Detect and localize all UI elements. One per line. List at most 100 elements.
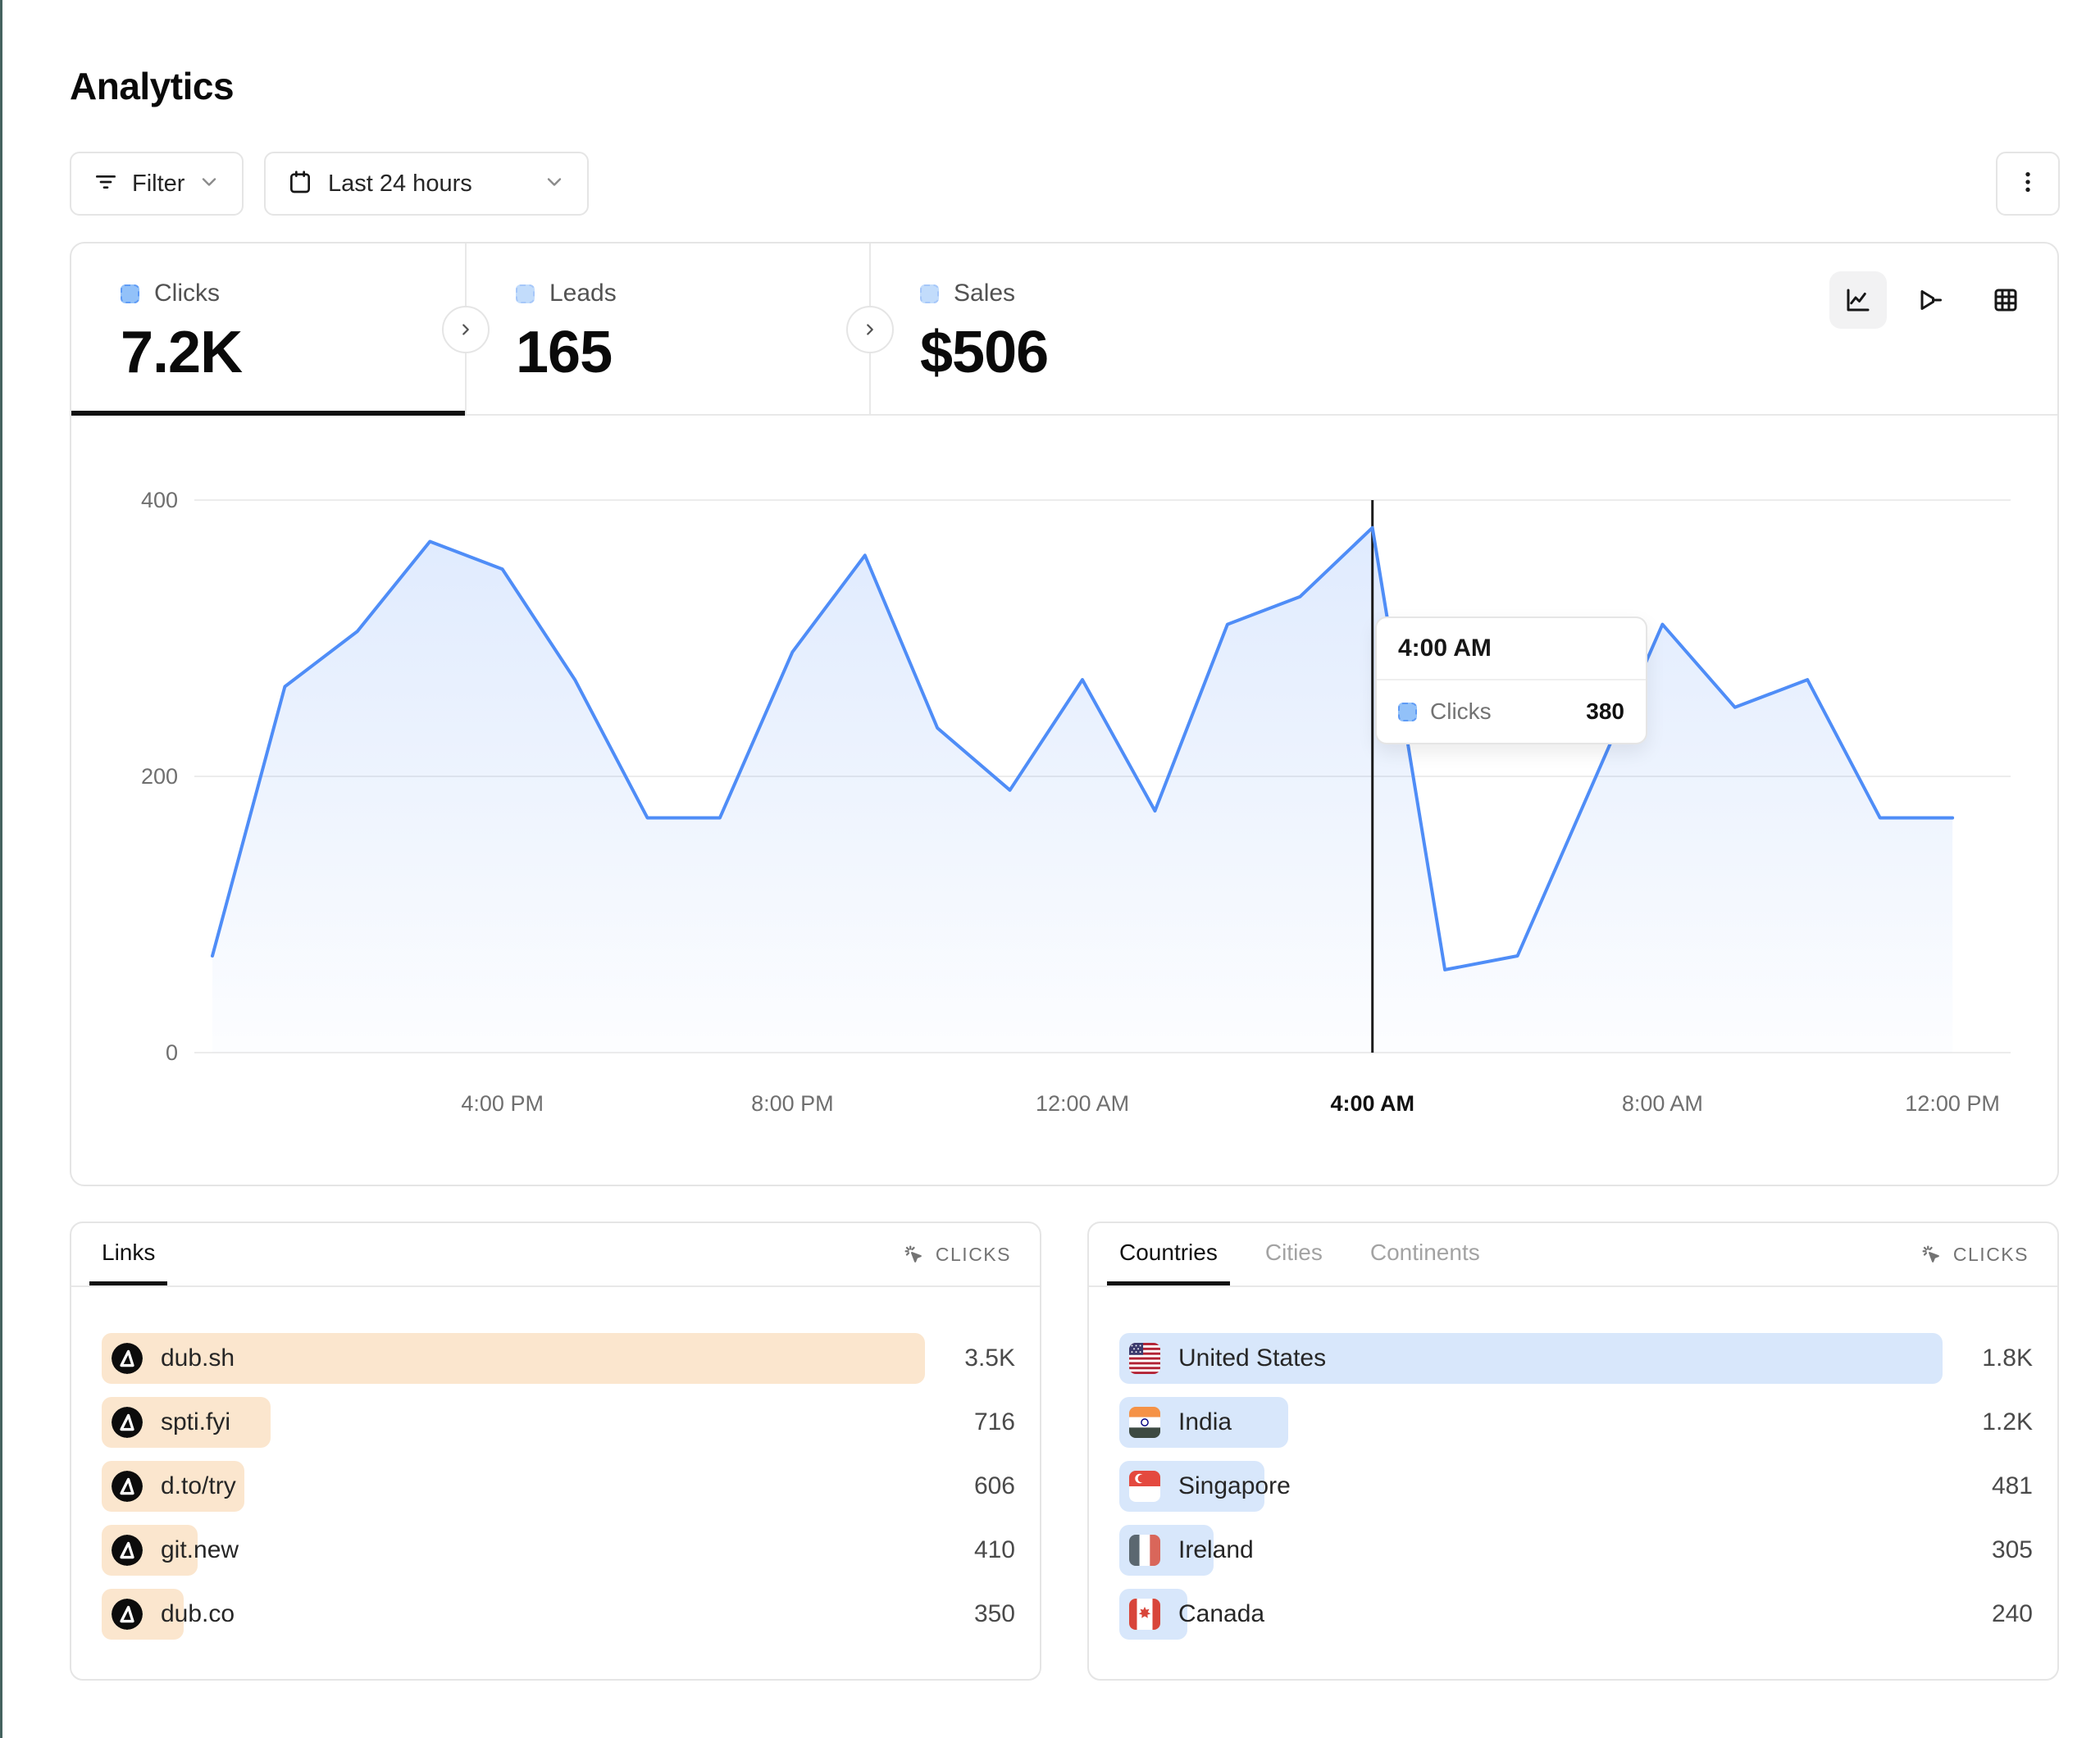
cursor-click-icon <box>1922 1245 1939 1263</box>
links-metric-selector[interactable]: CLICKS <box>901 1242 1011 1267</box>
chevron-right-icon <box>867 324 873 335</box>
countries-panel: Countries Cities Continents CLICKS Unite… <box>1087 1222 2059 1681</box>
x-axis-tick-label: 4:00 PM <box>461 1091 544 1116</box>
expand-sales-button[interactable] <box>846 306 894 353</box>
list-item[interactable]: United States 1.8K <box>1119 1333 2033 1384</box>
list-item-label: Ireland <box>1178 1536 1254 1563</box>
leads-legend-square-icon <box>516 284 535 303</box>
countries-list: United States 1.8K India 1.2K Singapore … <box>1089 1287 2057 1640</box>
list-item-label: dub.sh <box>161 1344 235 1372</box>
list-item-value: 240 <box>1991 1600 2033 1627</box>
x-axis-tick-label: 12:00 AM <box>1036 1091 1129 1116</box>
filter-button[interactable]: Filter <box>70 152 244 216</box>
x-axis-tick-label: 8:00 AM <box>1622 1091 1703 1116</box>
tab-continents[interactable]: Continents <box>1369 1239 1480 1265</box>
tooltip-time: 4:00 AM <box>1377 618 1646 680</box>
list-item[interactable]: dub.co 350 <box>102 1589 1015 1640</box>
stat-value: 165 <box>516 320 613 385</box>
cursor-click-icon <box>904 1245 922 1263</box>
dub-logo-icon <box>112 1407 143 1438</box>
list-item-label: spti.fyi <box>161 1408 231 1435</box>
list-item-value: 3.5K <box>964 1344 1015 1372</box>
ireland-flag-icon <box>1129 1535 1160 1566</box>
line-chart-view-button[interactable] <box>1829 271 1887 329</box>
expand-leads-button[interactable] <box>442 306 490 353</box>
canada-flag-icon <box>1129 1599 1160 1630</box>
chevron-right-icon <box>462 324 469 335</box>
value-bar <box>102 1333 925 1384</box>
tab-clicks[interactable]: Clicks 7.2K <box>71 243 465 416</box>
list-item-value: 481 <box>1991 1472 2033 1499</box>
stat-label: Leads <box>549 280 617 307</box>
active-tab-underline <box>71 411 465 416</box>
chevron-down-icon <box>198 171 221 198</box>
tab-cities[interactable]: Cities <box>1264 1239 1323 1265</box>
list-item[interactable]: d.to/try 606 <box>102 1461 1015 1512</box>
list-item[interactable]: India 1.2K <box>1119 1397 2033 1448</box>
dub-logo-icon <box>112 1535 143 1566</box>
y-axis-tick-label: 400 <box>141 488 178 512</box>
calendar-icon <box>287 169 313 199</box>
stats-tabs-row: Clicks 7.2K Leads 165 Sales $506 <box>71 243 2057 416</box>
list-item[interactable]: Canada 240 <box>1119 1589 2033 1640</box>
stat-label: Sales <box>954 280 1016 307</box>
links-panel: Links CLICKS dub.sh 3.5K spti.fyi 716 d.… <box>70 1222 1041 1681</box>
singapore-flag-icon <box>1129 1471 1160 1502</box>
dub-logo-icon <box>112 1343 143 1374</box>
tab-sales[interactable]: Sales $506 <box>871 243 1272 416</box>
countries-panel-header: Countries Cities Continents CLICKS <box>1089 1223 2057 1287</box>
links-panel-header: Links CLICKS <box>71 1223 1040 1287</box>
tab-links[interactable]: Links <box>89 1223 168 1285</box>
list-item-value: 1.2K <box>1982 1408 2033 1435</box>
tab-leads[interactable]: Leads 165 <box>467 243 868 416</box>
list-item[interactable]: Ireland 305 <box>1119 1525 2033 1576</box>
y-axis-tick-label: 200 <box>141 764 178 789</box>
more-menu-button[interactable] <box>1996 152 2060 216</box>
date-range-button[interactable]: Last 24 hours <box>264 152 589 216</box>
sales-legend-square-icon <box>920 284 939 303</box>
list-item[interactable]: spti.fyi 716 <box>102 1397 1015 1448</box>
table-icon <box>1994 289 2017 312</box>
funnel-view-button[interactable] <box>1903 271 1961 329</box>
clicks-series-line <box>211 525 1955 971</box>
tab-countries[interactable]: Countries <box>1107 1223 1230 1285</box>
us-flag-icon <box>1129 1343 1160 1374</box>
filter-icon <box>93 169 119 199</box>
filter-button-label: Filter <box>132 170 185 197</box>
dub-logo-icon <box>112 1599 143 1630</box>
list-item[interactable]: git.new 410 <box>102 1525 1015 1576</box>
tooltip-series-label: Clicks <box>1430 698 1492 724</box>
metric-label: CLICKS <box>1952 1243 2029 1265</box>
list-item-label: Canada <box>1178 1600 1265 1627</box>
dub-logo-icon <box>112 1471 143 1502</box>
clicks-legend-square-icon <box>121 284 139 303</box>
india-flag-icon <box>1129 1407 1160 1438</box>
page-title: Analytics <box>70 65 235 107</box>
list-item[interactable]: Singapore 481 <box>1119 1461 2033 1512</box>
list-item-value: 1.8K <box>1982 1344 2033 1372</box>
countries-metric-selector[interactable]: CLICKS <box>1919 1242 2029 1267</box>
x-axis-tick-label: 8:00 PM <box>751 1091 834 1116</box>
left-edge-strip <box>0 0 2 1738</box>
date-range-label: Last 24 hours <box>328 170 472 197</box>
list-item[interactable]: dub.sh 3.5K <box>102 1333 1015 1384</box>
chevron-down-icon <box>543 171 566 198</box>
list-item-label: d.to/try <box>161 1472 236 1499</box>
list-item-value: 606 <box>973 1472 1015 1499</box>
clicks-legend-square-icon <box>1398 702 1417 721</box>
stat-label: Clicks <box>154 280 220 307</box>
x-axis-tick-label: 4:00 AM <box>1330 1091 1414 1116</box>
list-item-value: 410 <box>973 1536 1015 1563</box>
list-item-label: git.new <box>161 1536 239 1563</box>
value-bar <box>1119 1333 1943 1384</box>
stat-value: 7.2K <box>121 320 243 385</box>
list-item-label: Singapore <box>1178 1472 1291 1499</box>
area-fill <box>212 527 1953 1053</box>
list-item-label: United States <box>1178 1344 1327 1372</box>
table-view-button[interactable] <box>1977 271 2034 329</box>
list-item-label: dub.co <box>161 1600 235 1627</box>
chart-type-switcher <box>1829 271 2034 329</box>
clicks-area-chart[interactable]: 0 200 400 4:00 PM 8:00 PM 12:00 AM 4:00 AM 8:00… <box>71 416 2061 1186</box>
kebab-menu-icon <box>2015 169 2041 199</box>
